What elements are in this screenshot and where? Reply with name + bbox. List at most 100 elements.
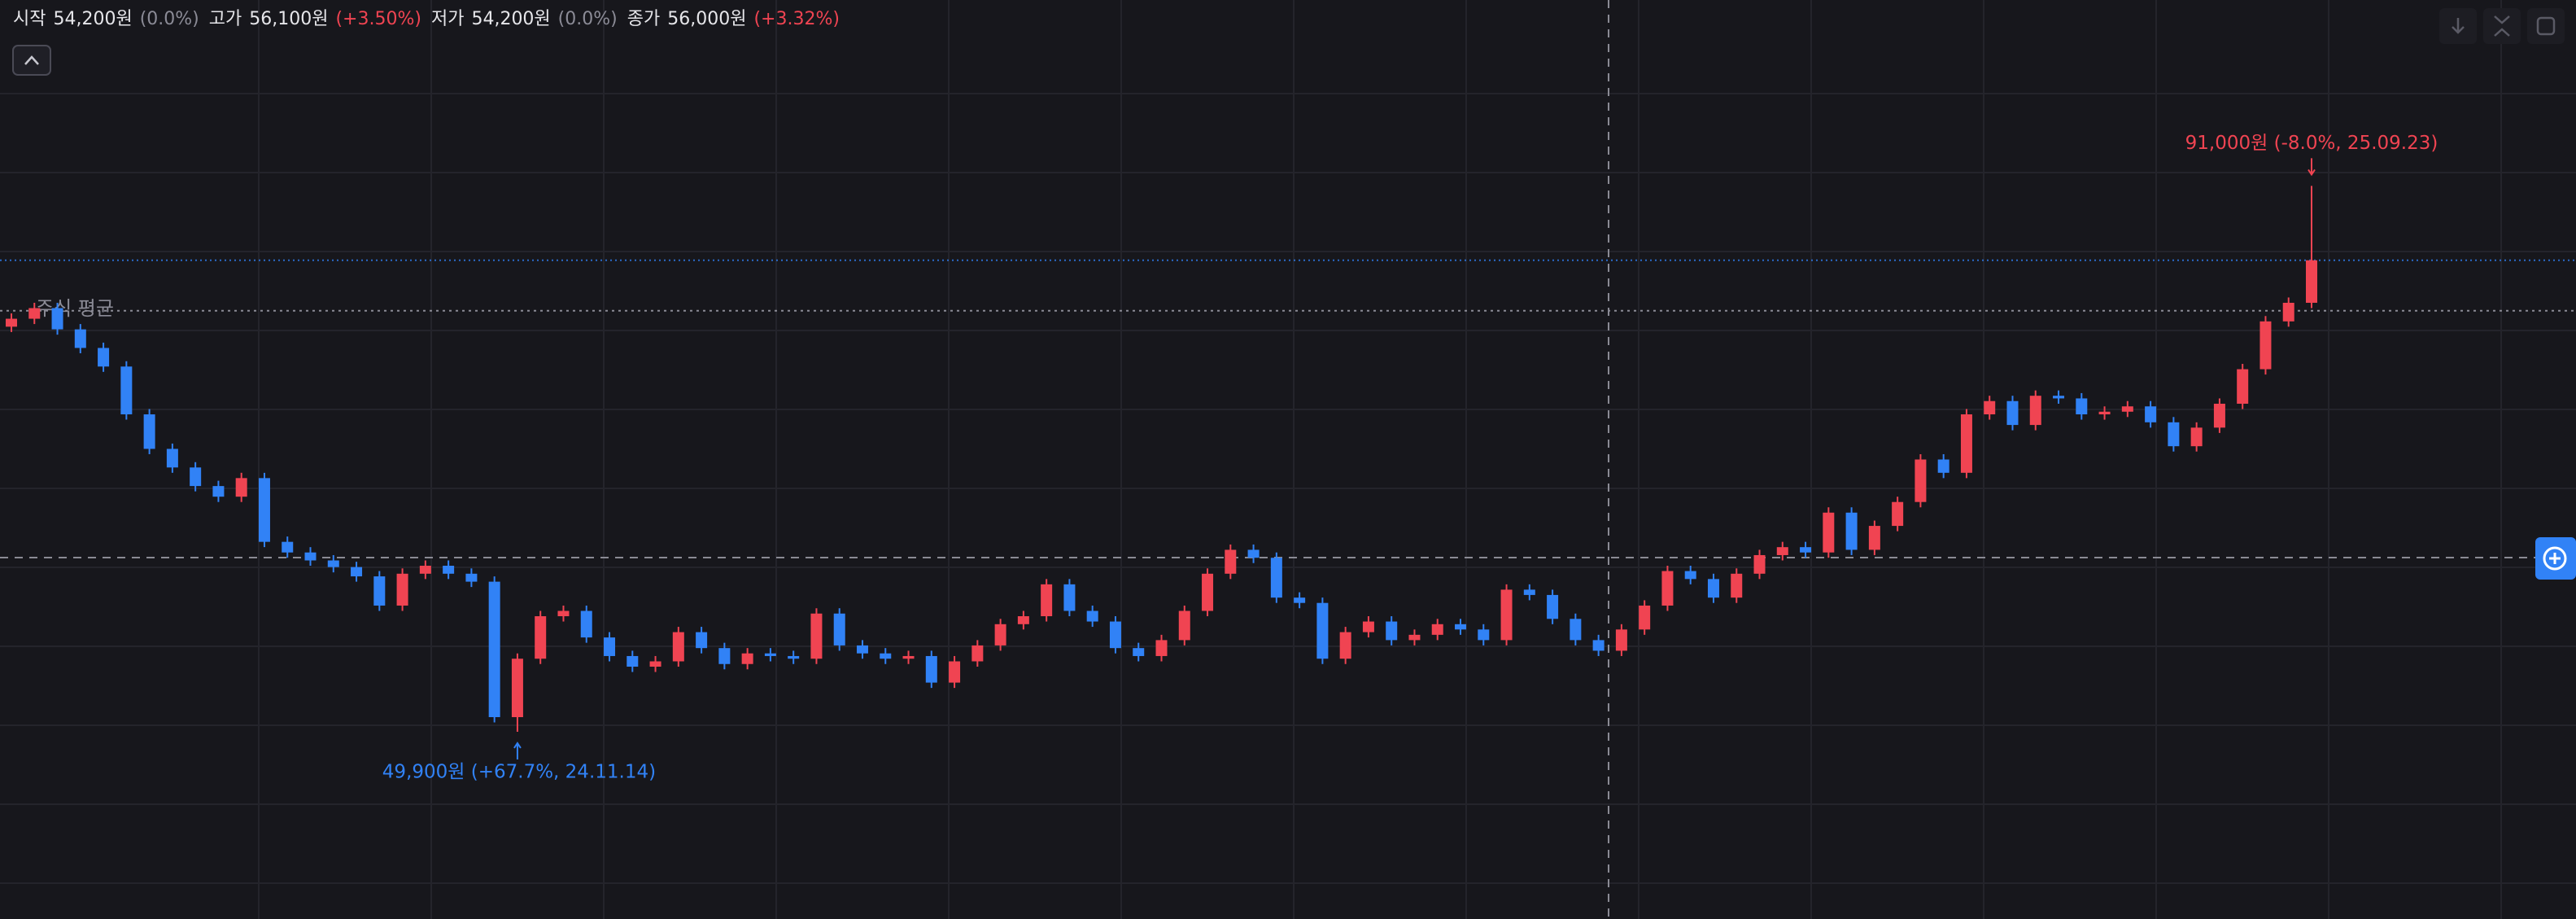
collapse-all-button[interactable] — [2483, 8, 2521, 44]
candle-body — [120, 366, 133, 415]
candle-body — [327, 560, 339, 567]
candle-body — [419, 566, 431, 574]
candle-body — [994, 624, 1006, 645]
candle-body — [351, 567, 363, 577]
header-value: 54,200원 — [53, 9, 132, 29]
header-label: 저가 — [431, 9, 464, 29]
candle-body — [1455, 624, 1467, 630]
candle-body — [1707, 579, 1719, 598]
header-value: 56,000원 — [667, 9, 746, 29]
candle-body — [833, 613, 845, 645]
add-plus — [2549, 553, 2561, 564]
candle-body — [2259, 321, 2272, 370]
candle-body — [1270, 558, 1282, 598]
download-icon — [2452, 18, 2465, 34]
candle-body — [880, 653, 892, 659]
candle-body — [304, 552, 317, 561]
high-annotation: 91,000원 (-8.0%, 25.09.23) — [2185, 133, 2438, 154]
candle-body — [1937, 459, 1949, 473]
candle-body — [718, 648, 731, 664]
candle-body — [28, 308, 41, 319]
candle-body — [1592, 640, 1605, 651]
candle-body — [672, 632, 684, 662]
reset-button[interactable] — [2527, 8, 2565, 44]
header-label: 시작 — [13, 9, 46, 29]
candle-body — [488, 581, 500, 718]
candle-body — [810, 613, 823, 659]
candle-body — [282, 541, 294, 553]
candle-body — [51, 308, 63, 330]
candle-body — [1109, 621, 1121, 649]
candle-body — [1386, 621, 1398, 641]
candle-body — [1639, 605, 1651, 630]
candle-body — [1017, 616, 1029, 624]
candle-body — [1294, 597, 1306, 603]
candle-body — [1800, 547, 1812, 553]
candle-body — [1316, 602, 1329, 659]
candle-body — [1339, 632, 1351, 659]
collapse-icon — [24, 55, 39, 65]
candle-body — [2237, 369, 2249, 404]
candle-body — [396, 573, 408, 606]
candle-body — [1225, 549, 1237, 574]
low-arrow — [513, 742, 522, 759]
candle-body — [98, 348, 110, 367]
candle-body — [2306, 260, 2317, 303]
add-button[interactable] — [2535, 537, 2576, 580]
candle-body — [1960, 414, 1972, 473]
header-label: 고가 — [209, 9, 242, 29]
header-value: 54,200원 — [471, 9, 550, 29]
candle-body — [1731, 573, 1743, 598]
average-label: 주식 평균 — [36, 297, 114, 320]
header-value: 56,100원 — [249, 9, 328, 29]
candle-body — [74, 329, 86, 348]
candle-body — [1431, 624, 1443, 635]
candle-body — [465, 573, 478, 582]
candle-body — [971, 645, 984, 662]
candle-body — [1247, 549, 1260, 558]
candle-body — [1063, 584, 1076, 611]
candle-body — [1547, 594, 1559, 619]
candle-body — [143, 414, 155, 449]
candle-body — [2053, 396, 2065, 399]
low-annotation: 49,900원 (+67.7%, 24.11.14) — [382, 761, 656, 782]
candle-body — [1500, 589, 1513, 641]
collapse-box[interactable] — [12, 45, 51, 76]
candle-body — [1615, 629, 1627, 651]
candle-body — [1408, 634, 1421, 641]
candle-body — [1868, 526, 1880, 550]
candle-body — [1570, 619, 1582, 641]
candle-body — [1362, 621, 1374, 632]
header: 시작 54,200원 (0.0%) 고가 56,100원 (+3.50%) 저가 54,200… — [13, 9, 840, 29]
candle-body — [1845, 512, 1858, 550]
candle-body — [2190, 427, 2203, 447]
candle-body — [649, 661, 661, 667]
candle-body — [788, 655, 800, 659]
high-arrow — [2307, 158, 2316, 177]
candle-body — [1823, 512, 1835, 553]
candle-body — [1202, 573, 1214, 611]
reset-icon — [2536, 16, 2556, 36]
candle-body — [1086, 610, 1098, 622]
candle-body — [1178, 610, 1190, 641]
candle-body — [190, 467, 202, 487]
candle-body — [2006, 400, 2019, 426]
header-label: 종가 — [627, 9, 660, 29]
candle-body — [258, 478, 270, 542]
candle-body — [2098, 411, 2111, 415]
candle-body — [2145, 406, 2157, 422]
candle-body — [1523, 589, 1535, 595]
collapse-button[interactable] — [12, 45, 51, 76]
candle-body — [1155, 640, 1168, 656]
candle-body — [511, 659, 523, 718]
candle-body — [949, 661, 961, 683]
candle-body — [604, 637, 616, 656]
candle-body — [580, 610, 592, 638]
candle-body — [166, 449, 178, 468]
candle-body — [2168, 422, 2180, 447]
candle-body — [2282, 302, 2294, 322]
candle-body — [1684, 571, 1696, 580]
